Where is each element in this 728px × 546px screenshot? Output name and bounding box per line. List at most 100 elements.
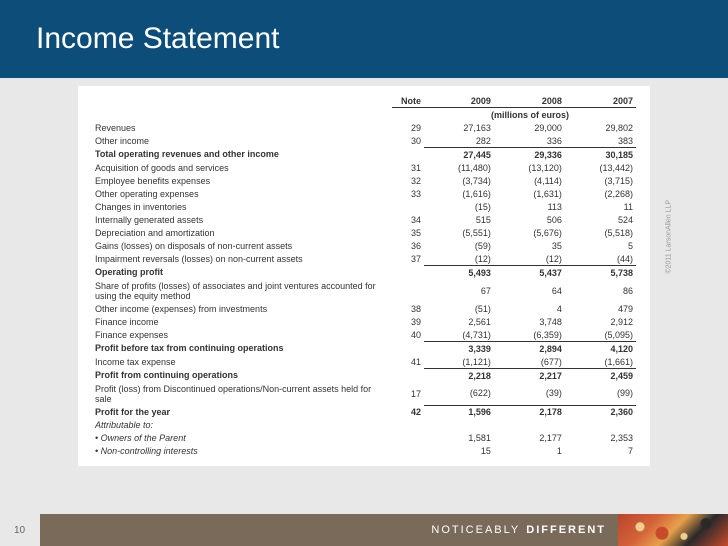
table-row: Profit (loss) from Discontinued operatio… (92, 382, 636, 405)
row-value: (1,616) (424, 187, 494, 200)
row-label: • Non-controlling interests (92, 445, 392, 458)
row-value: 2,177 (494, 432, 565, 445)
table-row: • Non-controlling interests1517 (92, 445, 636, 458)
row-value: 29,336 (494, 148, 565, 162)
row-value: 524 (565, 213, 636, 226)
row-value: 27,445 (424, 148, 494, 162)
row-note: 35 (392, 226, 424, 239)
row-value: 2,218 (424, 369, 494, 383)
row-value: (13,442) (565, 161, 636, 174)
row-value (565, 419, 636, 432)
row-value: 5 (565, 239, 636, 252)
row-label: Profit before tax from continuing operat… (92, 342, 392, 356)
table-row: Gains (losses) on disposals of non-curre… (92, 239, 636, 252)
row-note: 40 (392, 328, 424, 342)
row-label: Finance expenses (92, 328, 392, 342)
row-label: Other income (expenses) from investments (92, 302, 392, 315)
row-value: (1,661) (565, 355, 636, 369)
copyright-sidetext: ©2011 LarsonAllen LLP (666, 200, 673, 274)
row-value: 27,163 (424, 121, 494, 134)
row-label: • Owners of the Parent (92, 432, 392, 445)
row-note (392, 266, 424, 280)
row-value: (1,631) (494, 187, 565, 200)
row-label: Attributable to: (92, 419, 392, 432)
row-value: 3,339 (424, 342, 494, 356)
row-value: (5,095) (565, 328, 636, 342)
row-label: Other income (92, 134, 392, 148)
row-value: (5,676) (494, 226, 565, 239)
row-value: 29,802 (565, 121, 636, 134)
row-value: 11 (565, 200, 636, 213)
table-row: Share of profits (losses) of associates … (92, 279, 636, 302)
row-note: 29 (392, 121, 424, 134)
row-label: Other operating expenses (92, 187, 392, 200)
row-value: (15) (424, 200, 494, 213)
col-2009: 2009 (424, 94, 494, 108)
row-note: 31 (392, 161, 424, 174)
row-value (494, 419, 565, 432)
row-value: 3,748 (494, 315, 565, 328)
row-note: 41 (392, 355, 424, 369)
table-row: Revenues2927,16329,00029,802 (92, 121, 636, 134)
table-row: Profit before tax from continuing operat… (92, 342, 636, 356)
slide-footer: 10 NOTICEABLY DIFFERENT (0, 514, 728, 546)
row-value: (12) (494, 252, 565, 266)
row-value: 2,178 (494, 405, 565, 419)
row-note (392, 445, 424, 458)
table-row: Employee benefits expenses32(3,734)(4,11… (92, 174, 636, 187)
row-value: 2,894 (494, 342, 565, 356)
row-value: (13,120) (494, 161, 565, 174)
row-value: 15 (424, 445, 494, 458)
row-value: 2,912 (565, 315, 636, 328)
footer-decorative-art (618, 514, 728, 546)
row-value: 2,459 (565, 369, 636, 383)
table-row: Finance income392,5613,7482,912 (92, 315, 636, 328)
row-value: 479 (565, 302, 636, 315)
table-row: Impairment reversals (losses) on non-cur… (92, 252, 636, 266)
row-value: (3,734) (424, 174, 494, 187)
table-header-row: Note 2009 2008 2007 (92, 94, 636, 108)
unit-row: (millions of euros) (92, 108, 636, 122)
row-value: 2,353 (565, 432, 636, 445)
table-row: Other operating expenses33(1,616)(1,631)… (92, 187, 636, 200)
row-value: (99) (565, 382, 636, 405)
table-row: Other income (expenses) from investments… (92, 302, 636, 315)
table-row: Depreciation and amortization35(5,551)(5… (92, 226, 636, 239)
row-note: 39 (392, 315, 424, 328)
row-value: 86 (565, 279, 636, 302)
row-value: 67 (424, 279, 494, 302)
page-number: 10 (0, 525, 40, 536)
row-label: Profit for the year (92, 405, 392, 419)
slide-title: Income Statement (36, 22, 728, 56)
row-value: 383 (565, 134, 636, 148)
blank-header (92, 94, 392, 108)
row-value: 30,185 (565, 148, 636, 162)
row-note: 30 (392, 134, 424, 148)
row-note: 38 (392, 302, 424, 315)
col-2007: 2007 (565, 94, 636, 108)
row-note: 36 (392, 239, 424, 252)
row-note: 33 (392, 187, 424, 200)
row-note (392, 200, 424, 213)
income-statement-table: Note 2009 2008 2007 (millions of euros) … (92, 94, 636, 458)
row-value: 2,360 (565, 405, 636, 419)
row-value: (5,518) (565, 226, 636, 239)
row-note (392, 279, 424, 302)
row-note: 32 (392, 174, 424, 187)
row-value (424, 419, 494, 432)
table-row: • Owners of the Parent 1,5812,1772,353 (92, 432, 636, 445)
row-value: (59) (424, 239, 494, 252)
row-value: 64 (494, 279, 565, 302)
row-value: (6,359) (494, 328, 565, 342)
row-value: 5,437 (494, 266, 565, 280)
row-label: Acquisition of goods and services (92, 161, 392, 174)
table-row: Attributable to: (92, 419, 636, 432)
row-value: 7 (565, 445, 636, 458)
col-note: Note (392, 94, 424, 108)
row-value: (44) (565, 252, 636, 266)
row-value: 4,120 (565, 342, 636, 356)
row-value: 1,581 (424, 432, 494, 445)
table-row: Changes in inventories(15)11311 (92, 200, 636, 213)
row-value: 29,000 (494, 121, 565, 134)
row-value: 506 (494, 213, 565, 226)
